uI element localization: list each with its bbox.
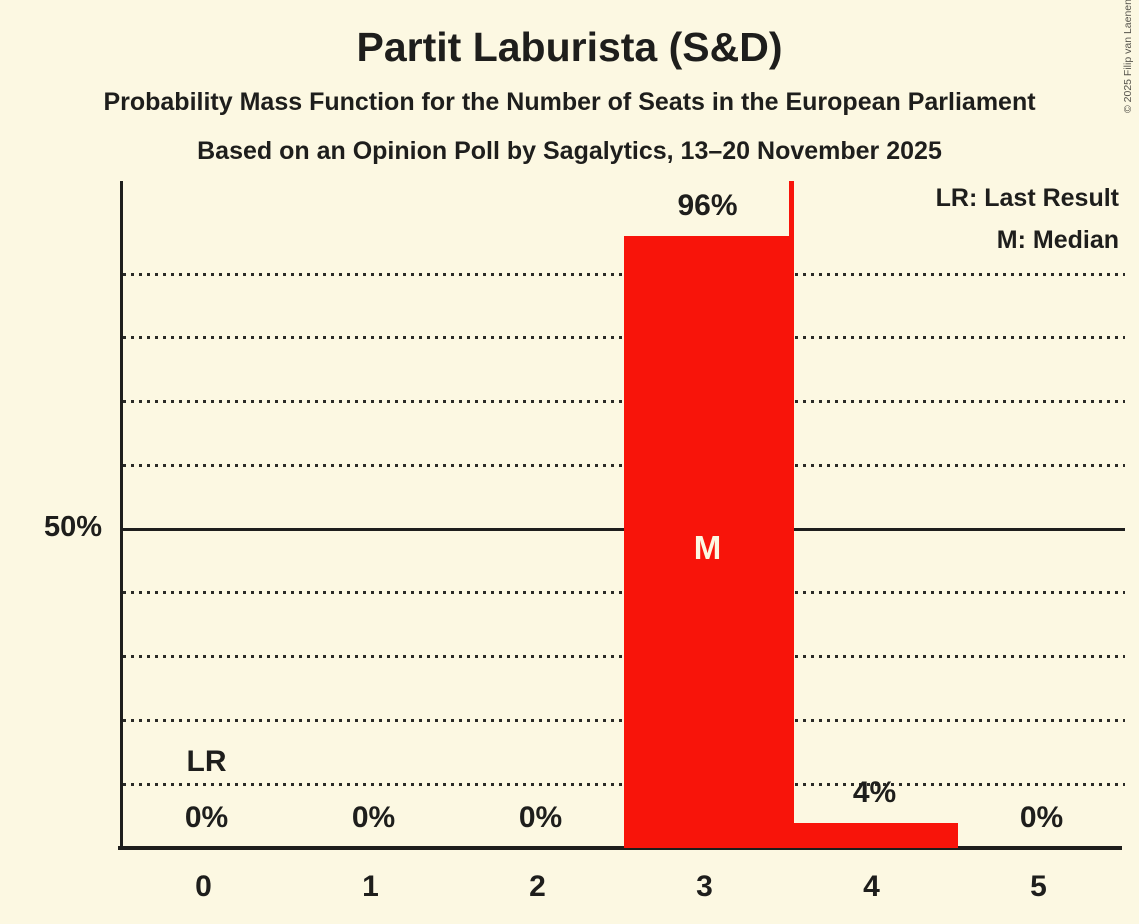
chart-legend: LR: Last Result M: Median [936, 184, 1119, 255]
bar-value-label-seat-1: 0% [351, 801, 396, 834]
x-tick-4: 4 [863, 870, 880, 903]
x-tick-1: 1 [362, 870, 379, 903]
bar-value-label-seat-3: 96% [677, 188, 738, 222]
x-tick-5: 5 [1030, 870, 1047, 903]
bar-value-label-seat-4: 4% [852, 775, 897, 809]
bar-seat-3 [624, 235, 791, 848]
bar-seat-4 [791, 822, 958, 848]
bar-value-label-seat-5: 0% [1019, 801, 1064, 834]
x-tick-0: 0 [195, 870, 212, 903]
last-result-marker-line [788, 181, 794, 848]
x-axis-line [118, 846, 1122, 850]
y-axis-50-percent-label: 50% [43, 511, 102, 543]
median-label: M [693, 529, 722, 566]
legend-last-result: LR: Last Result [935, 184, 1119, 212]
x-tick-3: 3 [696, 870, 713, 903]
bar-value-label-seat-2: 0% [518, 801, 563, 834]
x-axis: 0 1 2 3 4 5 [120, 869, 1122, 909]
legend-median: M: Median [996, 226, 1119, 254]
chart-poll-info: Based on an Opinion Poll by Sagalytics, … [197, 137, 942, 165]
plot-area: 0% 0% 0% 96% 4% 0% LR M [120, 181, 1125, 848]
x-tick-2: 2 [529, 870, 546, 903]
bar-value-label-seat-0: 0% [184, 801, 229, 834]
last-result-label: LR [186, 745, 227, 778]
chart-subtitle: Probability Mass Function for the Number… [103, 88, 1036, 116]
chart-title: Partit Laburista (S&D) [356, 24, 783, 70]
